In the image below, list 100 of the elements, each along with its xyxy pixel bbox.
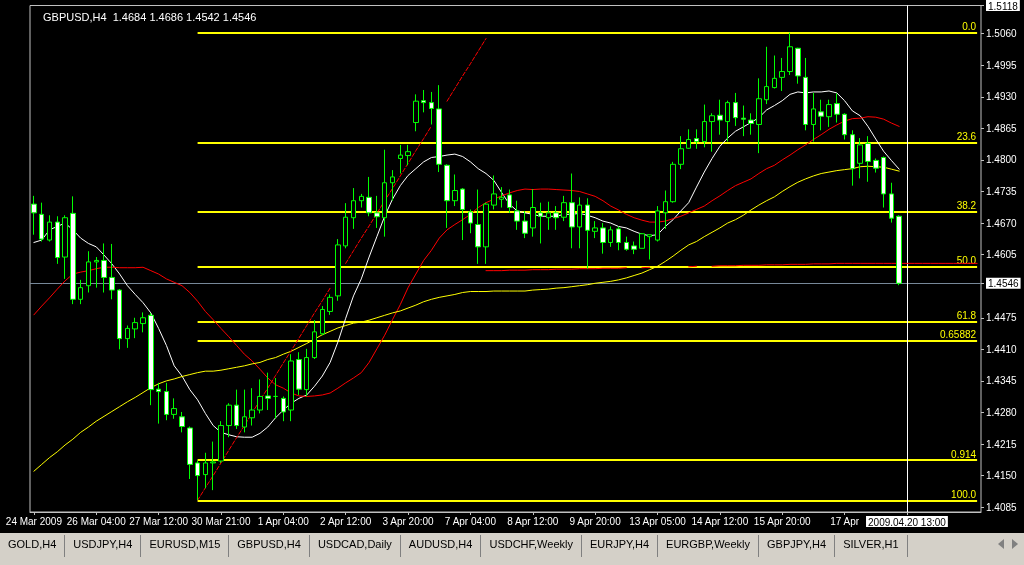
candlestick bbox=[94, 256, 99, 289]
candlestick bbox=[242, 389, 247, 433]
y-tick-label: 1.4865 bbox=[986, 122, 1018, 134]
text: SILVER,H1 bbox=[835, 535, 908, 557]
candlestick bbox=[421, 89, 426, 113]
candlestick bbox=[702, 104, 707, 148]
candlestick bbox=[647, 234, 652, 260]
candlestick bbox=[320, 305, 325, 336]
candlestick bbox=[553, 205, 559, 231]
candlestick bbox=[210, 441, 216, 491]
candlestick bbox=[499, 186, 504, 209]
candlestick bbox=[514, 200, 520, 231]
text: AUDUSD,H4 bbox=[400, 535, 482, 557]
annotation: 0.0 bbox=[962, 21, 977, 33]
candlestick bbox=[787, 32, 793, 76]
candlestick bbox=[631, 241, 637, 255]
candlestick bbox=[795, 47, 801, 85]
candlestick bbox=[624, 236, 629, 252]
candlestick bbox=[78, 279, 83, 305]
candlestick bbox=[359, 193, 364, 209]
text: GBPJPY,H4 bbox=[759, 535, 836, 557]
candlestick bbox=[148, 312, 154, 406]
x-tick-label: 17 Apr bbox=[830, 515, 860, 527]
candlestick bbox=[343, 202, 348, 249]
x-tick-label: 2009.04.20 13:00 bbox=[868, 516, 947, 528]
candlestick bbox=[265, 372, 271, 411]
text: EURJPY,H4 bbox=[581, 535, 659, 557]
candlestick bbox=[678, 135, 684, 170]
candlestick bbox=[109, 243, 115, 300]
candlestick bbox=[694, 128, 699, 150]
candlestick bbox=[896, 214, 902, 286]
y-tick-label: 1.4345 bbox=[986, 375, 1018, 387]
y-tick-label: 1.4735 bbox=[986, 185, 1018, 197]
candlestick bbox=[569, 173, 575, 249]
annotation: 0.914 bbox=[951, 448, 977, 460]
candlestick bbox=[156, 382, 161, 425]
candlestick bbox=[577, 196, 582, 249]
candlestick bbox=[842, 112, 847, 141]
candlestick bbox=[748, 112, 754, 136]
candlestick bbox=[179, 411, 185, 433]
candlestick bbox=[312, 319, 317, 360]
candlestick bbox=[538, 202, 543, 244]
x-tick-label: 14 Apr 12:00 bbox=[691, 515, 749, 527]
candlestick bbox=[756, 77, 762, 154]
candlestick bbox=[288, 353, 294, 422]
candlestick bbox=[273, 377, 278, 420]
candlestick bbox=[171, 397, 177, 420]
candlestick bbox=[429, 91, 434, 125]
x-tick-label: 15 Apr 20:00 bbox=[753, 515, 812, 527]
candlestick bbox=[592, 220, 598, 239]
candlestick bbox=[663, 190, 668, 230]
annotation: 0.65882 bbox=[939, 329, 977, 341]
text: GOLD,H4 bbox=[0, 535, 66, 557]
candlestick bbox=[226, 402, 232, 438]
candlestick bbox=[234, 389, 239, 430]
x-tick-label: 2 Apr 12:00 bbox=[320, 515, 372, 527]
candlestick bbox=[405, 144, 411, 166]
x-tick-label: 1 Apr 04:00 bbox=[257, 515, 310, 527]
candlestick bbox=[717, 99, 723, 136]
candlestick bbox=[865, 135, 871, 183]
candlestick bbox=[826, 99, 832, 128]
candlestick bbox=[600, 222, 606, 255]
text: EURUSD,M15 bbox=[141, 535, 230, 557]
candlestick bbox=[670, 161, 676, 204]
candlestick bbox=[101, 242, 107, 293]
candlestick bbox=[132, 317, 138, 339]
x-tick-label: 30 Mar 21:00 bbox=[191, 515, 251, 527]
annotation: 38.2 bbox=[956, 199, 977, 211]
annotation: 61.8 bbox=[956, 310, 977, 322]
candlestick bbox=[70, 195, 76, 305]
candlestick bbox=[639, 232, 645, 249]
y-tick-label: 1.4800 bbox=[986, 154, 1018, 166]
y-tick-label: 1.4605 bbox=[986, 249, 1018, 261]
text: EURGBP,Weekly bbox=[658, 535, 760, 557]
text: GBPUSD,H4 bbox=[229, 535, 310, 557]
annotation: 50.0 bbox=[956, 254, 977, 266]
candlestick bbox=[444, 163, 450, 229]
annotation: 23.6 bbox=[956, 131, 977, 143]
candlestick bbox=[257, 378, 263, 414]
x-tick-label: 26 Mar 04:00 bbox=[66, 515, 127, 527]
candlestick bbox=[460, 187, 465, 241]
candlestick bbox=[811, 92, 816, 142]
candlestick bbox=[39, 202, 44, 243]
candlestick bbox=[47, 214, 52, 243]
candlestick bbox=[507, 189, 512, 214]
candlestick bbox=[686, 128, 691, 150]
candlestick bbox=[249, 387, 255, 427]
candlestick bbox=[327, 293, 333, 316]
y-tick-label: 1.4085 bbox=[986, 501, 1018, 513]
candlestick bbox=[655, 205, 660, 243]
candlestick bbox=[304, 348, 309, 397]
y-tick-label: 1.5060 bbox=[986, 28, 1018, 40]
candlestick bbox=[164, 382, 169, 421]
candlestick bbox=[390, 169, 395, 202]
candlestick bbox=[351, 187, 356, 230]
candlestick bbox=[850, 129, 855, 187]
candlestick bbox=[483, 202, 489, 265]
candlestick bbox=[413, 93, 419, 132]
candlestick bbox=[818, 99, 824, 131]
x-tick-label: 24 Mar 2009 bbox=[5, 515, 63, 527]
